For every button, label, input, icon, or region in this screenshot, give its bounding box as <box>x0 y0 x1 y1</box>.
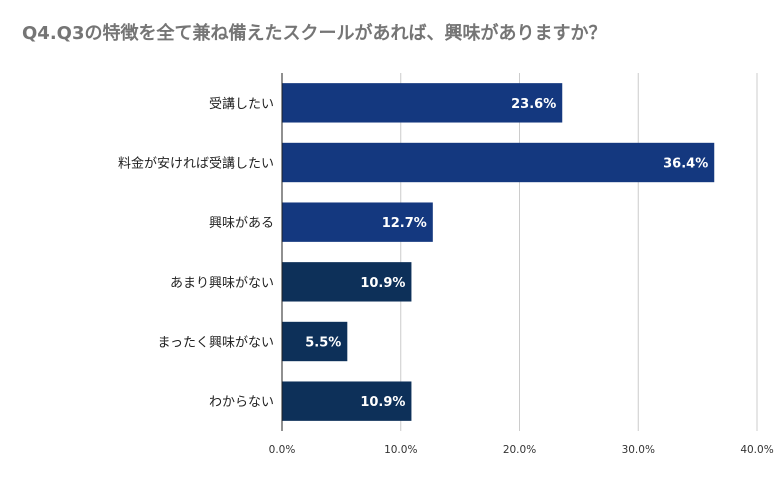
bars <box>282 83 715 421</box>
bar <box>282 83 563 123</box>
data-label: 10.9% <box>360 395 405 410</box>
category-label: 料金が安ければ受講したい <box>118 156 274 172</box>
data-label: 12.7% <box>382 216 427 231</box>
labels: 0.0% 10.0% 20.0% 30.0% 40.0% 受講したい 23.6% 料金が安けれ… <box>118 96 774 456</box>
x-tick-label: 30.0% <box>622 444 655 456</box>
data-label: 23.6% <box>511 97 556 112</box>
bar <box>282 202 433 242</box>
x-tick-label: 40.0% <box>740 444 773 456</box>
gridlines <box>400 73 758 431</box>
data-label: 10.9% <box>360 276 405 291</box>
data-label: 5.5% <box>305 336 341 351</box>
bar <box>282 142 715 183</box>
bar <box>282 262 412 302</box>
category-label: まったく興味がない <box>158 336 274 351</box>
category-label: 興味がある <box>209 216 274 231</box>
bar <box>282 321 348 362</box>
category-label: 受講したい <box>209 96 274 112</box>
category-label: わからない <box>209 395 274 410</box>
chart-title: Q4.Q3の特徴を全て兼ね備えたスクールがあれば、興味がありますか？ <box>22 22 607 44</box>
x-tick-label: 0.0% <box>269 444 296 456</box>
bar <box>282 381 412 421</box>
category-label: あまり興味がない <box>170 276 274 291</box>
data-label: 36.4% <box>663 157 708 172</box>
x-tick-label: 10.0% <box>384 444 417 456</box>
x-tick-label: 20.0% <box>503 444 536 456</box>
